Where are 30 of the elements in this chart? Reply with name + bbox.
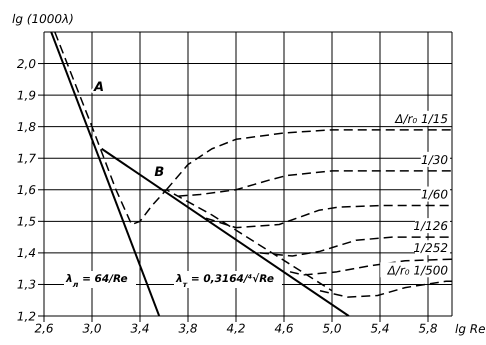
- y-tick-label: 1,3: [16, 278, 36, 292]
- x-tick-label: 4,2: [226, 322, 246, 336]
- annotation: B: [154, 164, 164, 180]
- y-tick-label: 2,0: [16, 56, 36, 71]
- series-label: 1/252: [413, 241, 448, 256]
- series-label: Δ/r₀ 1/15: [394, 112, 448, 126]
- y-tick-label: 1,8: [16, 120, 36, 134]
- x-tick-label: 3,8: [178, 322, 198, 336]
- annotation: A: [93, 80, 104, 96]
- x-tick-label: 5,8: [418, 322, 438, 336]
- annotation: λ$_{т}$ = 0,3164/⁴√Re: [175, 273, 274, 288]
- y-tick-label: 1,5: [16, 214, 36, 229]
- annotation: λ$_{л}$ = 64/Re: [65, 273, 128, 288]
- y-tick-label: 1,9: [16, 88, 36, 102]
- series-label: 1/126: [413, 219, 448, 234]
- x-tick-label: 3,0: [82, 322, 102, 336]
- y-tick-label: 1,7: [16, 151, 36, 166]
- series-label: 1/60: [421, 188, 448, 202]
- x-tick-label: 3,4: [130, 322, 150, 336]
- x-axis-title: lg Re: [455, 322, 486, 336]
- y-axis-title: lg (1000λ): [12, 12, 74, 26]
- x-tick-label: 2,6: [34, 322, 54, 336]
- series-label: 1/30: [421, 152, 448, 167]
- x-tick-label: 4,6: [274, 322, 294, 336]
- x-tick-label: 5,4: [370, 322, 390, 336]
- series-label: Δ/r₀ 1/500: [386, 263, 448, 278]
- y-tick-label: 1,6: [16, 183, 36, 198]
- x-tick-label: 5,0: [322, 322, 342, 336]
- y-tick-label: 1,2: [16, 309, 36, 324]
- y-tick-label: 1,4: [16, 246, 36, 260]
